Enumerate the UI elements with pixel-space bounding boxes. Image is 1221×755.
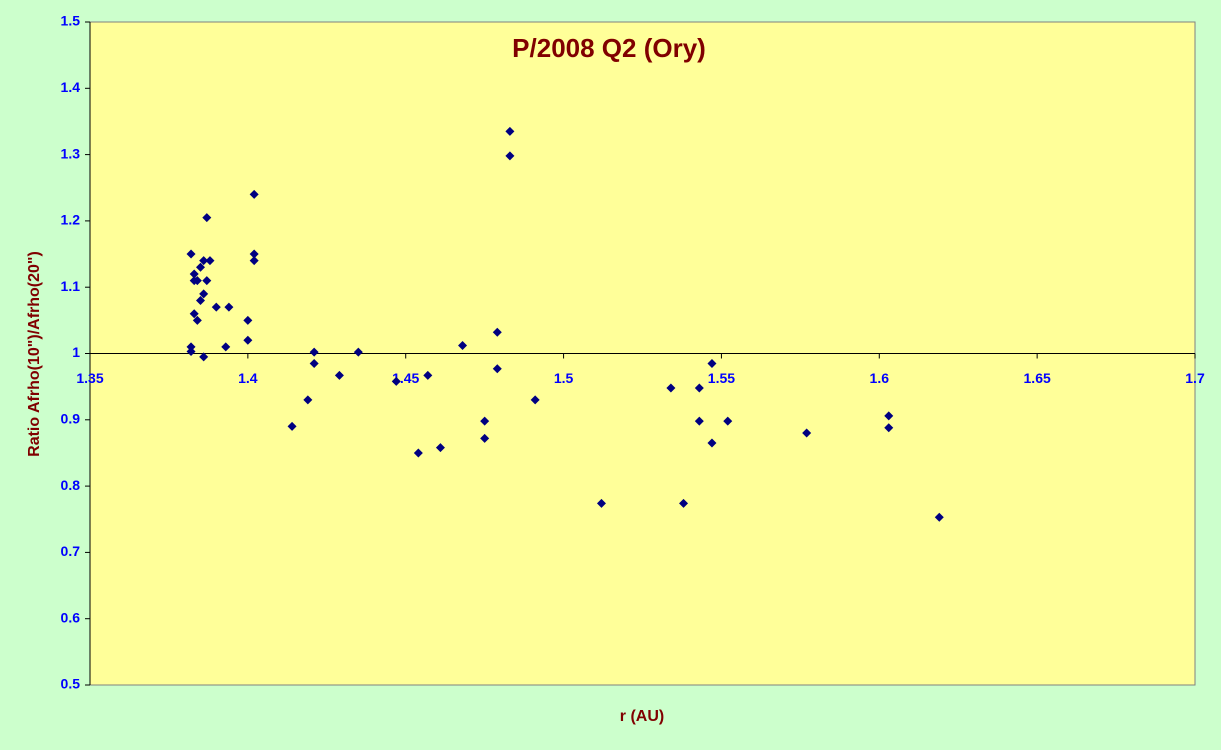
- data-point: [189, 269, 199, 279]
- data-point: [492, 364, 502, 374]
- data-point: [196, 262, 205, 272]
- data-point: [666, 383, 676, 393]
- data-point: [205, 256, 215, 266]
- data-point: [435, 443, 445, 453]
- data-point: [202, 276, 212, 286]
- y-axis-title: Ratio Afrho(10")/Afrho(20"): [26, 251, 43, 457]
- data-point: [221, 342, 231, 352]
- data-point: [596, 498, 606, 508]
- x-tick-label: 1.7: [1185, 370, 1205, 386]
- chart-title: P/2008 Q2 (Ory): [512, 33, 706, 63]
- x-tick-label: 1.35: [76, 370, 103, 386]
- data-point: [423, 370, 433, 380]
- data-point: [186, 249, 196, 259]
- data-point: [413, 448, 423, 458]
- y-tick-label: 1.3: [61, 145, 81, 161]
- data-point: [679, 498, 689, 508]
- data-point: [505, 126, 515, 136]
- data-point: [202, 213, 212, 223]
- data-point: [480, 433, 490, 443]
- data-point: [199, 289, 209, 299]
- data-point: [186, 342, 196, 352]
- data-point: [199, 256, 209, 266]
- data-point: [884, 423, 894, 433]
- data-point: [243, 335, 253, 345]
- y-tick-label: 0.7: [61, 543, 81, 559]
- data-point: [287, 421, 297, 431]
- data-point: [707, 358, 717, 368]
- data-point: [224, 302, 234, 312]
- x-tick-label: 1.6: [870, 370, 890, 386]
- data-point: [884, 411, 894, 421]
- y-tick-label: 0.5: [61, 676, 81, 692]
- x-tick-label: 1.65: [1024, 370, 1051, 386]
- data-point: [505, 151, 515, 161]
- data-point: [196, 295, 205, 305]
- data-point: [309, 358, 319, 368]
- data-point: [211, 302, 221, 312]
- data-point: [353, 347, 363, 357]
- y-tick-label: 1.5: [61, 13, 81, 29]
- data-point: [249, 189, 259, 199]
- data-point: [186, 347, 196, 357]
- data-point: [189, 309, 199, 319]
- y-tick-label: 1: [72, 344, 80, 360]
- y-tick-label: 0.6: [61, 609, 81, 625]
- data-point: [934, 512, 944, 522]
- data-point: [334, 370, 344, 380]
- data-point: [723, 416, 733, 426]
- data-point: [199, 352, 209, 362]
- y-tick-label: 1.2: [61, 212, 81, 228]
- data-point: [192, 315, 202, 325]
- data-point: [530, 395, 540, 405]
- data-point: [249, 249, 259, 259]
- x-tick-label: 1.55: [708, 370, 735, 386]
- data-point: [802, 428, 812, 438]
- data-point: [192, 276, 202, 286]
- data-point: [243, 315, 253, 325]
- y-tick-label: 1.4: [61, 79, 81, 95]
- data-point: [458, 341, 468, 351]
- x-tick-label: 1.4: [238, 370, 258, 386]
- y-tick-label: 1.1: [61, 278, 81, 294]
- data-point: [707, 438, 717, 448]
- x-axis-title: r (AU): [620, 708, 664, 725]
- data-point: [480, 416, 490, 426]
- data-point: [492, 327, 502, 337]
- data-point: [303, 395, 313, 405]
- data-point: [249, 256, 259, 266]
- data-point: [694, 416, 704, 426]
- data-point: [694, 383, 704, 393]
- y-tick-label: 0.9: [61, 411, 81, 427]
- x-tick-label: 1.5: [554, 370, 574, 386]
- data-point: [309, 347, 319, 357]
- y-tick-label: 0.8: [61, 477, 81, 493]
- data-point: [391, 376, 401, 386]
